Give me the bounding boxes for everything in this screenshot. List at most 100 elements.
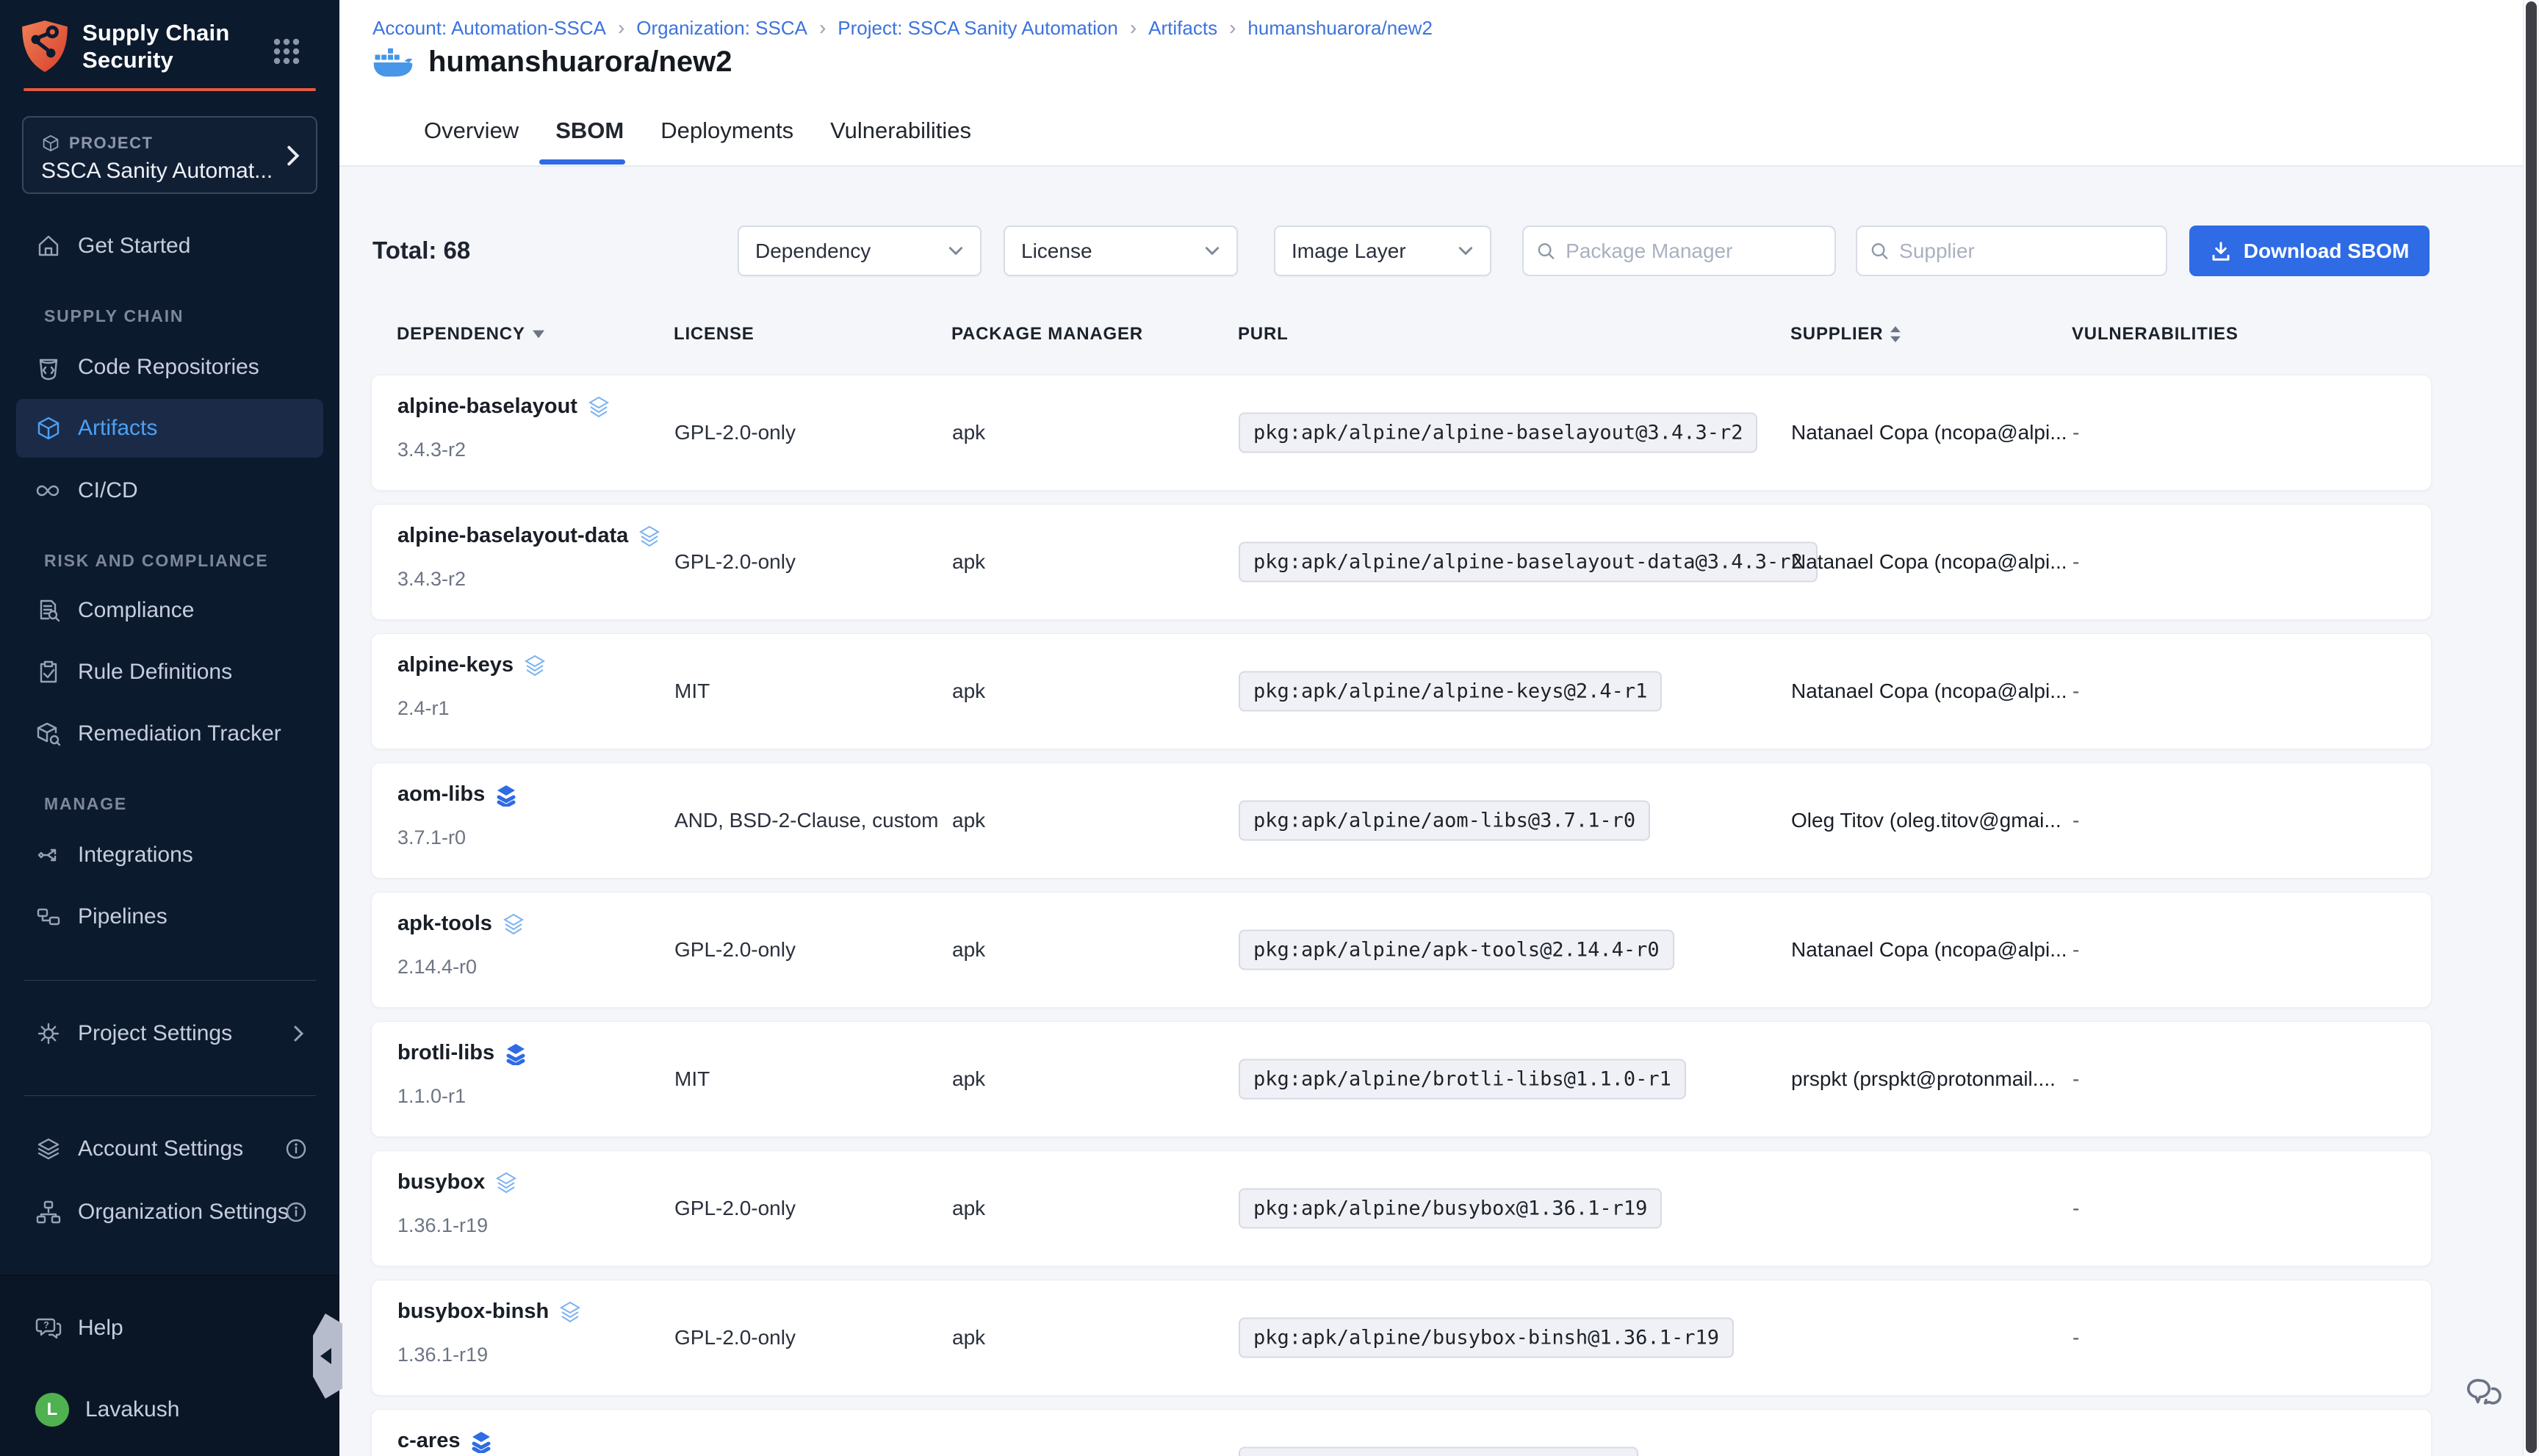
tab-bar: Overview SBOM Deployments Vulnerabilitie… [424, 118, 971, 165]
table-row[interactable]: apk-tools 2.14.4-r0 GPL-2.0-only apk pkg… [371, 892, 2432, 1008]
breadcrumb-account[interactable]: Account: Automation-SSCA [372, 16, 606, 39]
table-row[interactable]: alpine-keys 2.4-r1 MIT apk pkg:apk/alpin… [371, 633, 2432, 749]
table-row[interactable]: busybox-binsh 1.36.1-r19 GPL-2.0-only ap… [371, 1280, 2432, 1396]
purl-cell: pkg:apk/alpine/busybox@1.36.1-r19 [1239, 1188, 1663, 1229]
dependency-name: busybox [397, 1170, 486, 1194]
layers-outline-icon [503, 913, 524, 934]
column-header-purl[interactable]: PURL [1238, 324, 1289, 344]
layers-outline-icon [496, 1172, 517, 1193]
pipelines-icon [37, 908, 60, 926]
sidebar-item-label: Project Settings [78, 1021, 233, 1045]
breadcrumb-project[interactable]: Project: SSCA Sanity Automation [838, 16, 1118, 39]
breadcrumb-organization[interactable]: Organization: SSCA [636, 16, 807, 39]
breadcrumb-separator: › [1129, 16, 1137, 39]
gear-icon [37, 1023, 60, 1045]
download-sbom-button[interactable]: Download SBOM [2189, 226, 2430, 276]
sidebar-item-cicd[interactable]: CI/CD [16, 461, 323, 520]
tab-vulnerabilities[interactable]: Vulnerabilities [830, 118, 971, 143]
active-tab-indicator [539, 159, 625, 165]
table-row[interactable]: brotli-libs 1.1.0-r1 MIT apk pkg:apk/alp… [371, 1021, 2432, 1137]
dependency-name: alpine-keys [397, 653, 514, 677]
dependency-name: apk-tools [397, 912, 492, 935]
home-icon [38, 235, 59, 256]
sidebar-item-label: Get Started [78, 234, 191, 258]
sidebar-item-get-started[interactable]: Get Started [16, 217, 323, 275]
purl-chip: pkg:apk/alpine/apk-tools@2.14.4-r0 [1239, 929, 1674, 970]
column-header-supplier[interactable]: SUPPLIER [1790, 324, 1901, 345]
page-scrollbar-thumb[interactable] [2526, 1, 2537, 1453]
dependency-name: brotli-libs [397, 1041, 495, 1064]
chevron-right-icon [287, 145, 300, 166]
sidebar-item-rule-definitions[interactable]: Rule Definitions [16, 643, 323, 702]
purl-cell: pkg:apk/alpine/alpine-baselayout@3.4.3-r… [1239, 412, 1758, 453]
license-filter-dropdown[interactable]: License [1004, 226, 1238, 276]
table-row[interactable]: c-ares MIT apk pkg:apk/alpine/c-ares@1.2… [371, 1409, 2432, 1456]
tab-overview[interactable]: Overview [424, 118, 519, 143]
sidebar-item-label: Organization Settings [78, 1200, 289, 1224]
sidebar-collapse-handle[interactable] [313, 1313, 342, 1399]
user-menu[interactable]: L Lavakush [16, 1380, 323, 1439]
sidebar-item-organization-settings[interactable]: Organization Settings [16, 1183, 323, 1241]
sidebar-divider [24, 980, 316, 981]
dependency-version: 2.4-r1 [397, 697, 450, 719]
purl-cell: pkg:apk/alpine/alpine-keys@2.4-r1 [1239, 671, 1663, 712]
module-grid-icon[interactable] [272, 37, 301, 66]
sidebar-item-help[interactable]: ? Help [16, 1299, 323, 1358]
license-cell: AND, BSD-2-Clause, custom [674, 809, 939, 832]
supplier-cell: Natanael Copa (ncopa@alpi... [1791, 938, 2067, 961]
column-header-dependency[interactable]: DEPENDENCY [397, 324, 544, 345]
sidebar-item-account-settings[interactable]: Account Settings [16, 1120, 323, 1178]
layers-outline-icon [639, 525, 660, 547]
purl-chip: pkg:apk/alpine/alpine-baselayout-data@3.… [1239, 541, 1818, 583]
package-manager-cell: apk [952, 1067, 986, 1090]
dependency-filter-dropdown[interactable]: Dependency [738, 226, 982, 276]
package-manager-cell: apk [952, 550, 986, 573]
table-row[interactable]: busybox 1.36.1-r19 GPL-2.0-only apk pkg:… [371, 1150, 2432, 1266]
sidebar-item-pipelines[interactable]: Pipelines [16, 887, 323, 946]
search-icon [1538, 242, 1555, 259]
sort-desc-icon [532, 330, 544, 339]
sidebar-item-artifacts[interactable]: Artifacts [16, 399, 323, 458]
column-header-license[interactable]: LICENSE [674, 324, 755, 344]
sidebar-item-code-repositories[interactable]: Code Repositories [16, 338, 323, 397]
column-header-vulnerabilities[interactable]: VULNERABILITIES [2072, 324, 2239, 344]
supplier-cell: Natanael Copa (ncopa@alpi... [1791, 550, 2067, 573]
purl-chip: pkg:apk/alpine/alpine-keys@2.4-r1 [1239, 671, 1663, 712]
breadcrumb-current[interactable]: humanshuarora/new2 [1247, 16, 1433, 39]
chat-support-icon[interactable] [2466, 1372, 2507, 1413]
package-manager-search-input[interactable] [1566, 239, 1821, 263]
sidebar-item-project-settings[interactable]: Project Settings [16, 1004, 323, 1063]
box-wrench-icon [37, 722, 61, 746]
document-search-icon [40, 599, 60, 622]
user-name: Lavakush [85, 1397, 180, 1421]
dependency-version: 1.36.1-r19 [397, 1344, 489, 1366]
tab-deployments[interactable]: Deployments [660, 118, 794, 143]
search-icon [1871, 242, 1888, 259]
breadcrumb-artifacts[interactable]: Artifacts [1148, 16, 1218, 39]
sidebar-item-integrations[interactable]: Integrations [16, 826, 323, 884]
vulnerabilities-cell: - [2072, 550, 2080, 573]
sidebar-item-label: Compliance [78, 598, 195, 622]
tab-sbom[interactable]: SBOM [555, 118, 624, 143]
chevron-right-icon [294, 1026, 304, 1042]
table-row[interactable]: alpine-baselayout-data 3.4.3-r2 GPL-2.0-… [371, 504, 2432, 620]
package-manager-search [1522, 226, 1836, 276]
table-row[interactable]: aom-libs 3.7.1-r0 AND, BSD-2-Clause, cus… [371, 763, 2432, 879]
breadcrumb-separator: › [617, 16, 625, 39]
purl-chip: pkg:apk/alpine/brotli-libs@1.1.0-r1 [1239, 1059, 1686, 1100]
vulnerabilities-cell: - [2072, 1067, 2080, 1090]
dependency-version: 3.7.1-r0 [397, 826, 467, 848]
sidebar-item-remediation-tracker[interactable]: Remediation Tracker [16, 704, 323, 763]
page-scrollbar-track[interactable] [2523, 0, 2539, 1456]
sidebar-item-compliance[interactable]: Compliance [16, 581, 323, 640]
chevron-down-icon [948, 246, 963, 255]
license-cell: GPL-2.0-only [674, 1197, 796, 1219]
project-selector[interactable]: PROJECT SSCA Sanity Automat... [22, 116, 317, 194]
table-row[interactable]: alpine-baselayout 3.4.3-r2 GPL-2.0-only … [371, 375, 2432, 491]
supplier-search-input[interactable] [1899, 239, 2153, 263]
image-layer-filter-dropdown[interactable]: Image Layer [1274, 226, 1491, 276]
artifacts-cube-icon [37, 417, 60, 440]
section-risk-compliance: RISK AND COMPLIANCE [44, 551, 269, 570]
vulnerabilities-cell: - [2072, 1197, 2080, 1219]
column-header-package-manager[interactable]: PACKAGE MANAGER [951, 324, 1143, 344]
